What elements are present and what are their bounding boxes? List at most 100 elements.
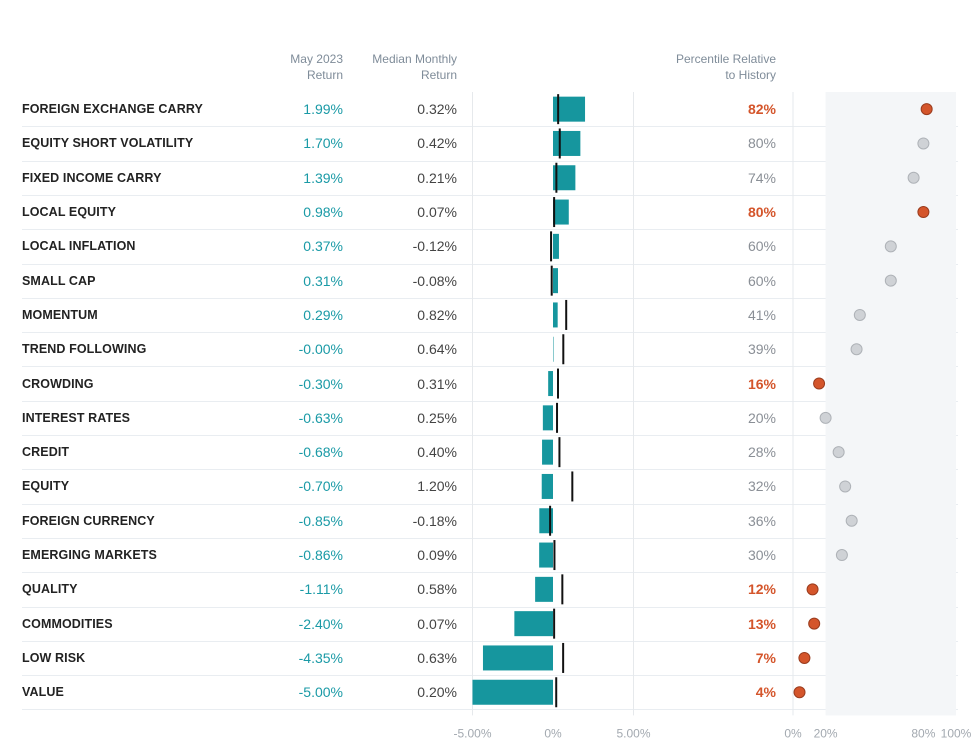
grid-lines [472, 92, 794, 716]
percentile-dot [835, 549, 848, 562]
return-bar [548, 371, 553, 397]
percentile-value: 36% [747, 512, 776, 529]
percentile-value: 41% [747, 306, 776, 323]
median-markers [549, 94, 574, 708]
percentile-header: Percentile Relative to History [676, 51, 776, 83]
percentile-header-line2: to History [725, 68, 776, 82]
percentile-dot [808, 617, 821, 630]
return-bar [472, 679, 553, 705]
percentile-dot [813, 377, 826, 390]
return-bar [514, 611, 553, 637]
percentile-dot [917, 206, 930, 219]
factor-name: VALUE [22, 685, 64, 700]
factor-name: FIXED INCOME CARRY [22, 170, 162, 185]
row-divider [22, 606, 958, 608]
return-value: -1.11% [299, 581, 343, 598]
return-bar [553, 268, 558, 294]
return-value: 1.99% [303, 101, 343, 118]
percentile-value: 39% [747, 341, 776, 358]
percentile-value: 28% [747, 444, 776, 461]
median-value: 1.20% [417, 478, 457, 495]
axis-ticks: -5.00% 0% 5.00% 0% 20% 80% 100% [453, 726, 971, 740]
median-value: 0.25% [417, 409, 457, 426]
percentile-dot [920, 103, 933, 116]
return-value: 0.31% [303, 272, 343, 289]
return-value: -0.68% [298, 444, 343, 461]
return-value: 0.37% [303, 238, 343, 255]
percentile-dot [884, 274, 897, 287]
percentile-value: 20% [747, 409, 776, 426]
percentile-dot [806, 583, 819, 596]
median-header: Median Monthly Return [372, 51, 457, 83]
bar-axis-tick: 0% [544, 726, 562, 740]
percentile-value: 80% [747, 204, 776, 221]
row-divider [22, 675, 958, 677]
percentile-value: 30% [747, 547, 776, 564]
return-bar [553, 130, 581, 156]
row-divider [22, 503, 958, 505]
return-header-line2: Return [306, 68, 343, 82]
row-divider [22, 194, 958, 196]
percentile-dot [793, 686, 806, 699]
row-divider [22, 469, 958, 471]
row-divider [22, 229, 958, 231]
return-bar [553, 302, 558, 328]
return-value: 1.39% [303, 169, 343, 186]
return-value: 0.29% [303, 306, 343, 323]
factor-name: MOMENTUM [22, 307, 98, 322]
return-bar [542, 439, 553, 465]
factor-name: LOCAL EQUITY [22, 205, 117, 220]
row-divider [22, 572, 958, 574]
factor-name: FOREIGN EXCHANGE CARRY [22, 102, 203, 117]
return-bar [541, 473, 553, 499]
percentile-dot [853, 308, 866, 321]
percentile-value: 13% [747, 615, 776, 632]
median-value: 0.40% [417, 444, 457, 461]
percentile-dot [845, 514, 858, 527]
return-bar [553, 199, 569, 225]
median-value: 0.09% [417, 547, 457, 564]
return-value: -5.00% [298, 684, 343, 701]
return-header: May 2023 Return [290, 51, 343, 83]
factor-name: LOCAL INFLATION [22, 239, 136, 254]
median-value: -0.08% [412, 272, 457, 289]
percentile-value: 80% [747, 135, 776, 152]
percentile-shaded-band [825, 92, 956, 716]
factor-name: INTEREST RATES [22, 410, 131, 425]
return-bar [535, 576, 553, 602]
return-header-line1: May 2023 [290, 52, 343, 66]
percentile-dot [832, 446, 845, 459]
percentile-dots [793, 103, 933, 699]
median-value: 0.63% [417, 649, 457, 666]
row-divider [22, 366, 958, 368]
row-divider [22, 435, 958, 436]
median-header-line2: Return [420, 68, 457, 82]
factor-name: SMALL CAP [22, 273, 96, 288]
factor-name: COMMODITIES [22, 616, 113, 631]
median-value: 0.07% [417, 204, 457, 221]
median-value: 0.20% [417, 684, 457, 701]
factor-name: QUALITY [22, 582, 78, 597]
factor-name: EQUITY [22, 479, 70, 494]
return-bar [553, 165, 576, 191]
bar-axis-tick: 5.00% [616, 726, 650, 740]
factor-name: EMERGING MARKETS [22, 548, 157, 563]
median-value: 0.07% [417, 615, 457, 632]
row-divider [22, 126, 958, 128]
median-value: -0.18% [412, 512, 457, 529]
return-value: -0.63% [298, 409, 343, 426]
median-value: 0.82% [417, 306, 457, 323]
return-bar [553, 233, 559, 259]
median-value: 0.58% [417, 581, 457, 598]
factor-name: LOW RISK [22, 650, 86, 665]
percentile-dot [798, 651, 811, 664]
factor-name: CROWDING [22, 376, 94, 391]
factor-name: CREDIT [22, 445, 70, 460]
bar-axis-tick: -5.00% [453, 726, 491, 740]
return-bar [539, 542, 553, 568]
percentile-axis-tick: 100% [941, 726, 972, 740]
percentile-value: 4% [755, 684, 776, 701]
median-value: 0.64% [417, 341, 457, 358]
median-value: 0.21% [417, 169, 457, 186]
